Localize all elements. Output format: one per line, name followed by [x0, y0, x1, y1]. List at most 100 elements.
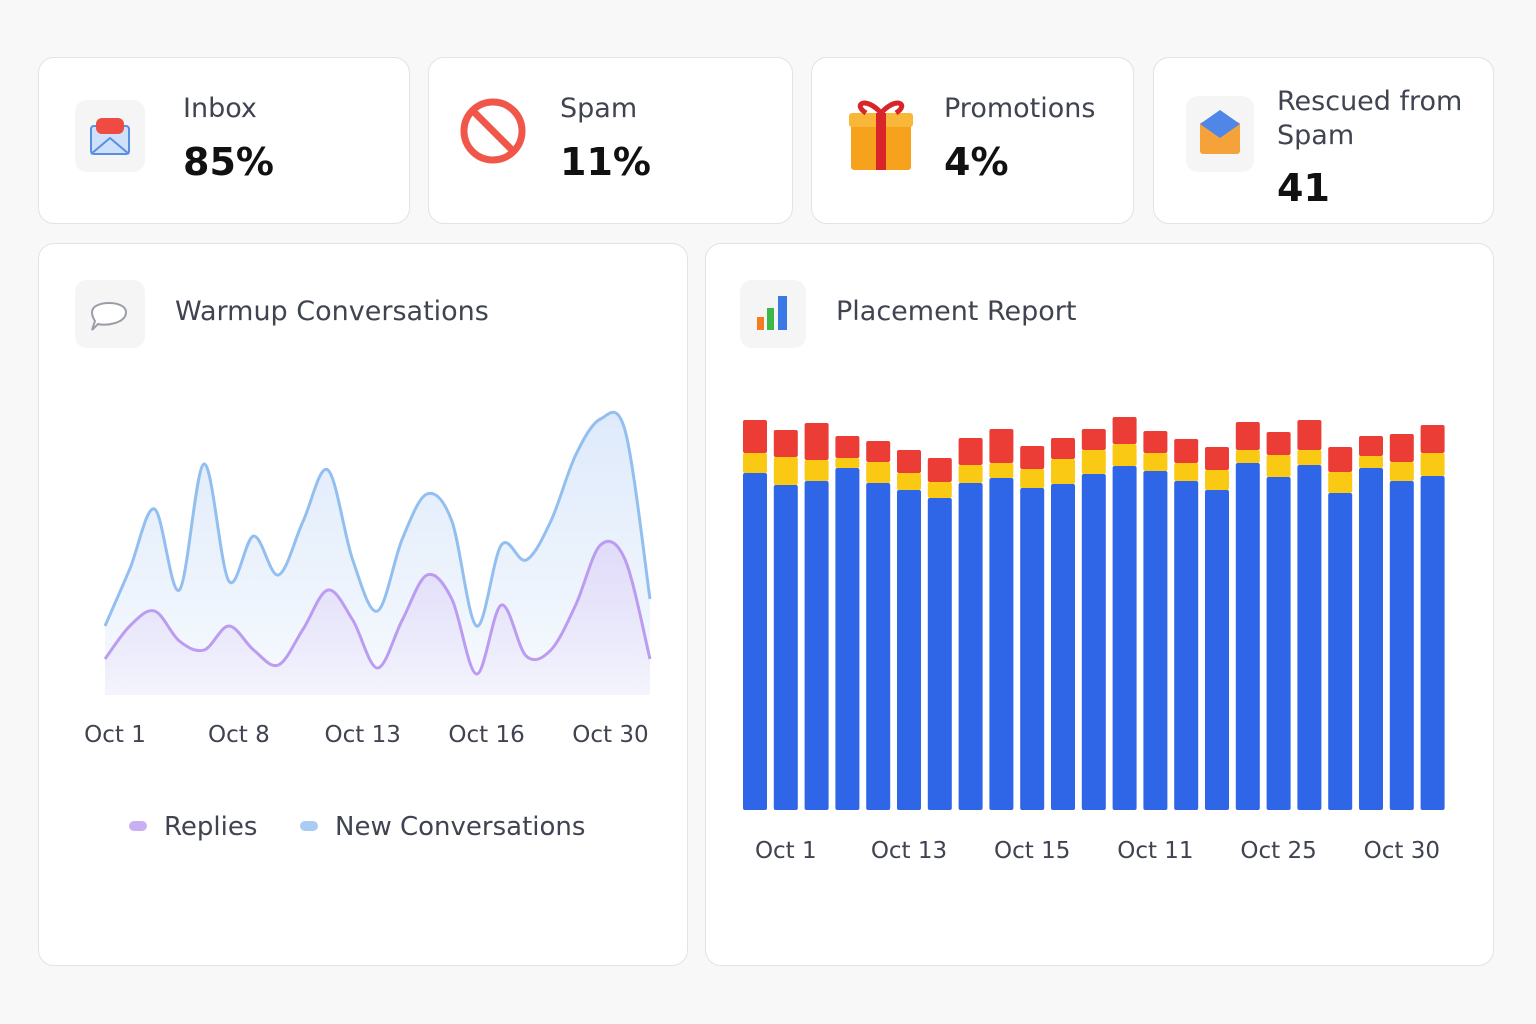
spam-icon: [460, 98, 526, 164]
bar-segment: [1389, 462, 1414, 481]
bars-icon: [778, 296, 787, 330]
bar-segment: [897, 450, 921, 473]
bar-segment: [927, 482, 952, 498]
bar-segment: [927, 498, 952, 810]
bar-segment: [743, 473, 767, 810]
bar-segment: [1359, 468, 1383, 810]
bar-segment: [1205, 447, 1229, 470]
stat-label: Inbox: [183, 93, 257, 124]
inbox-icon: [96, 118, 124, 134]
bar-segment: [1020, 469, 1045, 488]
stat-value: 41: [1277, 166, 1330, 210]
bar-segment: [1235, 463, 1260, 810]
bar-segment: [1328, 472, 1353, 493]
x-tick-label: Oct 16: [448, 722, 524, 748]
bars-icon: [767, 308, 774, 330]
inbox-icon: [90, 136, 130, 155]
bar-segment: [958, 438, 983, 465]
chat-icon: [90, 302, 128, 331]
bar-segment: [1420, 476, 1445, 810]
bar-segment: [804, 423, 829, 460]
gift-icon: [857, 100, 905, 116]
legend-label: New Conversations: [335, 812, 585, 842]
bar-segment: [1235, 450, 1260, 463]
bar-segment: [989, 478, 1014, 810]
x-tick-label: Oct 15: [994, 838, 1070, 864]
bar-segment: [1297, 420, 1322, 450]
rescue-icon: [1200, 110, 1240, 138]
x-tick-label: Oct 13: [325, 722, 401, 748]
bar-segment: [1020, 488, 1045, 810]
bar-segment: [1328, 493, 1353, 810]
bar-segment: [927, 458, 952, 482]
legend-label: Replies: [164, 812, 257, 842]
bar-segment: [1143, 431, 1168, 453]
bar-segment: [1143, 453, 1168, 471]
bar-segment: [1389, 434, 1414, 462]
x-tick-label: Oct 11: [1117, 838, 1193, 864]
bar-segment: [1112, 444, 1137, 466]
stat-value: 11%: [560, 140, 651, 184]
stat-label: Spam: [560, 93, 638, 124]
chart-title: Placement Report: [836, 296, 1077, 327]
x-tick-label: Oct 1: [755, 838, 817, 864]
bar-segment: [743, 453, 767, 473]
stat-label: Rescued from Spam: [1277, 86, 1463, 151]
x-tick-label: Oct 13: [871, 838, 947, 864]
bar-segment: [989, 463, 1014, 478]
bars-icon: [757, 317, 764, 330]
bar-segment: [1051, 484, 1075, 810]
legend-swatch: [300, 821, 318, 831]
chart-title: Warmup Conversations: [175, 296, 489, 327]
legend-swatch: [129, 821, 147, 831]
bar-segment: [1266, 432, 1291, 455]
bar-segment: [835, 436, 860, 458]
bar-segment: [1266, 455, 1291, 477]
line: [103, 539, 652, 676]
bar-segment: [989, 429, 1014, 463]
line: [103, 410, 652, 628]
bar-segment: [804, 460, 829, 481]
bar-segment: [1297, 450, 1322, 465]
bar-segment: [1389, 481, 1414, 810]
bar-segment: [1174, 463, 1199, 481]
bar-segment: [773, 457, 798, 485]
bar-segment: [958, 483, 983, 810]
bar-segment: [958, 465, 983, 483]
bar-segment: [1020, 446, 1045, 469]
area: [105, 541, 650, 695]
x-tick-label: Oct 30: [1364, 838, 1440, 864]
gift-icon: [876, 113, 886, 170]
bar-segment: [1051, 459, 1075, 484]
bar-segment: [897, 473, 921, 490]
bar-segment: [835, 468, 860, 810]
bar-segment: [1266, 477, 1291, 810]
bar-segment: [1328, 447, 1353, 472]
bar-segment: [1235, 422, 1260, 450]
bar-segment: [1205, 470, 1229, 490]
bar-segment: [1112, 466, 1137, 810]
bar-segment: [866, 441, 891, 462]
bar-segment: [866, 483, 891, 810]
spam-icon: [470, 108, 516, 154]
stat-value: 4%: [944, 140, 1009, 184]
bar-segment: [835, 458, 860, 468]
bar-segment: [804, 481, 829, 810]
bar-segment: [1051, 438, 1075, 459]
bar-segment: [1081, 429, 1106, 450]
bar-segment: [1420, 453, 1445, 476]
bar-segment: [743, 420, 767, 453]
bar-segment: [773, 430, 798, 457]
bar-segment: [1174, 439, 1199, 463]
stat-label: Promotions: [944, 93, 1096, 124]
bar-segment: [1143, 471, 1168, 810]
bar-segment: [1081, 474, 1106, 810]
x-tick-label: Oct 30: [572, 722, 648, 748]
bar-segment: [1359, 436, 1383, 456]
bar-segment: [1205, 490, 1229, 810]
bar-segment: [1081, 450, 1106, 474]
x-tick-label: Oct 1: [84, 722, 146, 748]
bar-segment: [897, 490, 921, 810]
